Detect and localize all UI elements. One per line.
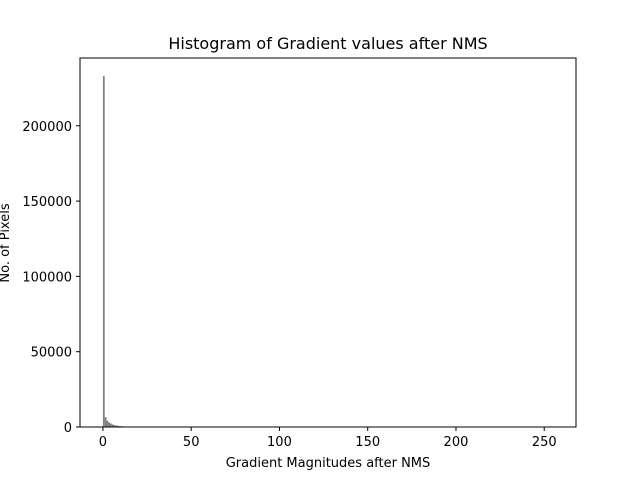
x-tick-label-5: 250 xyxy=(532,435,557,450)
y-axis-label: No. of Pixels xyxy=(0,203,13,282)
histogram-bar-7 xyxy=(115,425,118,427)
x-tick-label-4: 200 xyxy=(444,435,469,450)
plot-frame xyxy=(79,57,577,428)
y-tick-label-1: 50000 xyxy=(31,346,72,361)
histogram-bar-8 xyxy=(117,425,119,427)
chart-title: Histogram of Gradient values after NMS xyxy=(168,34,487,53)
histogram-bar-0 xyxy=(102,76,105,427)
histogram-bar-6 xyxy=(113,425,116,427)
x-tick-label-2: 100 xyxy=(267,435,292,450)
x-tick-label-3: 150 xyxy=(355,435,380,450)
histogram-bar-5 xyxy=(111,424,114,427)
y-tick-label-3: 150000 xyxy=(22,195,72,210)
histogram-bar-4 xyxy=(110,423,112,427)
x-axis-ticks: 0 50 100 150 200 250 xyxy=(99,427,557,450)
x-axis-label: Gradient Magnitudes after NMS xyxy=(226,456,431,471)
y-tick-label-0: 0 xyxy=(64,421,72,436)
y-axis-ticks: 0 50000 100000 150000 200000 xyxy=(22,120,80,436)
histogram-bar-3 xyxy=(108,422,111,427)
x-tick-label-0: 0 xyxy=(99,435,107,450)
x-tick-label-1: 50 xyxy=(183,435,200,450)
histogram-bar-2 xyxy=(106,420,109,427)
bars-group xyxy=(102,76,141,427)
y-tick-label-4: 200000 xyxy=(22,120,72,135)
histogram-bar-1 xyxy=(104,417,107,427)
y-tick-label-2: 100000 xyxy=(22,270,72,285)
